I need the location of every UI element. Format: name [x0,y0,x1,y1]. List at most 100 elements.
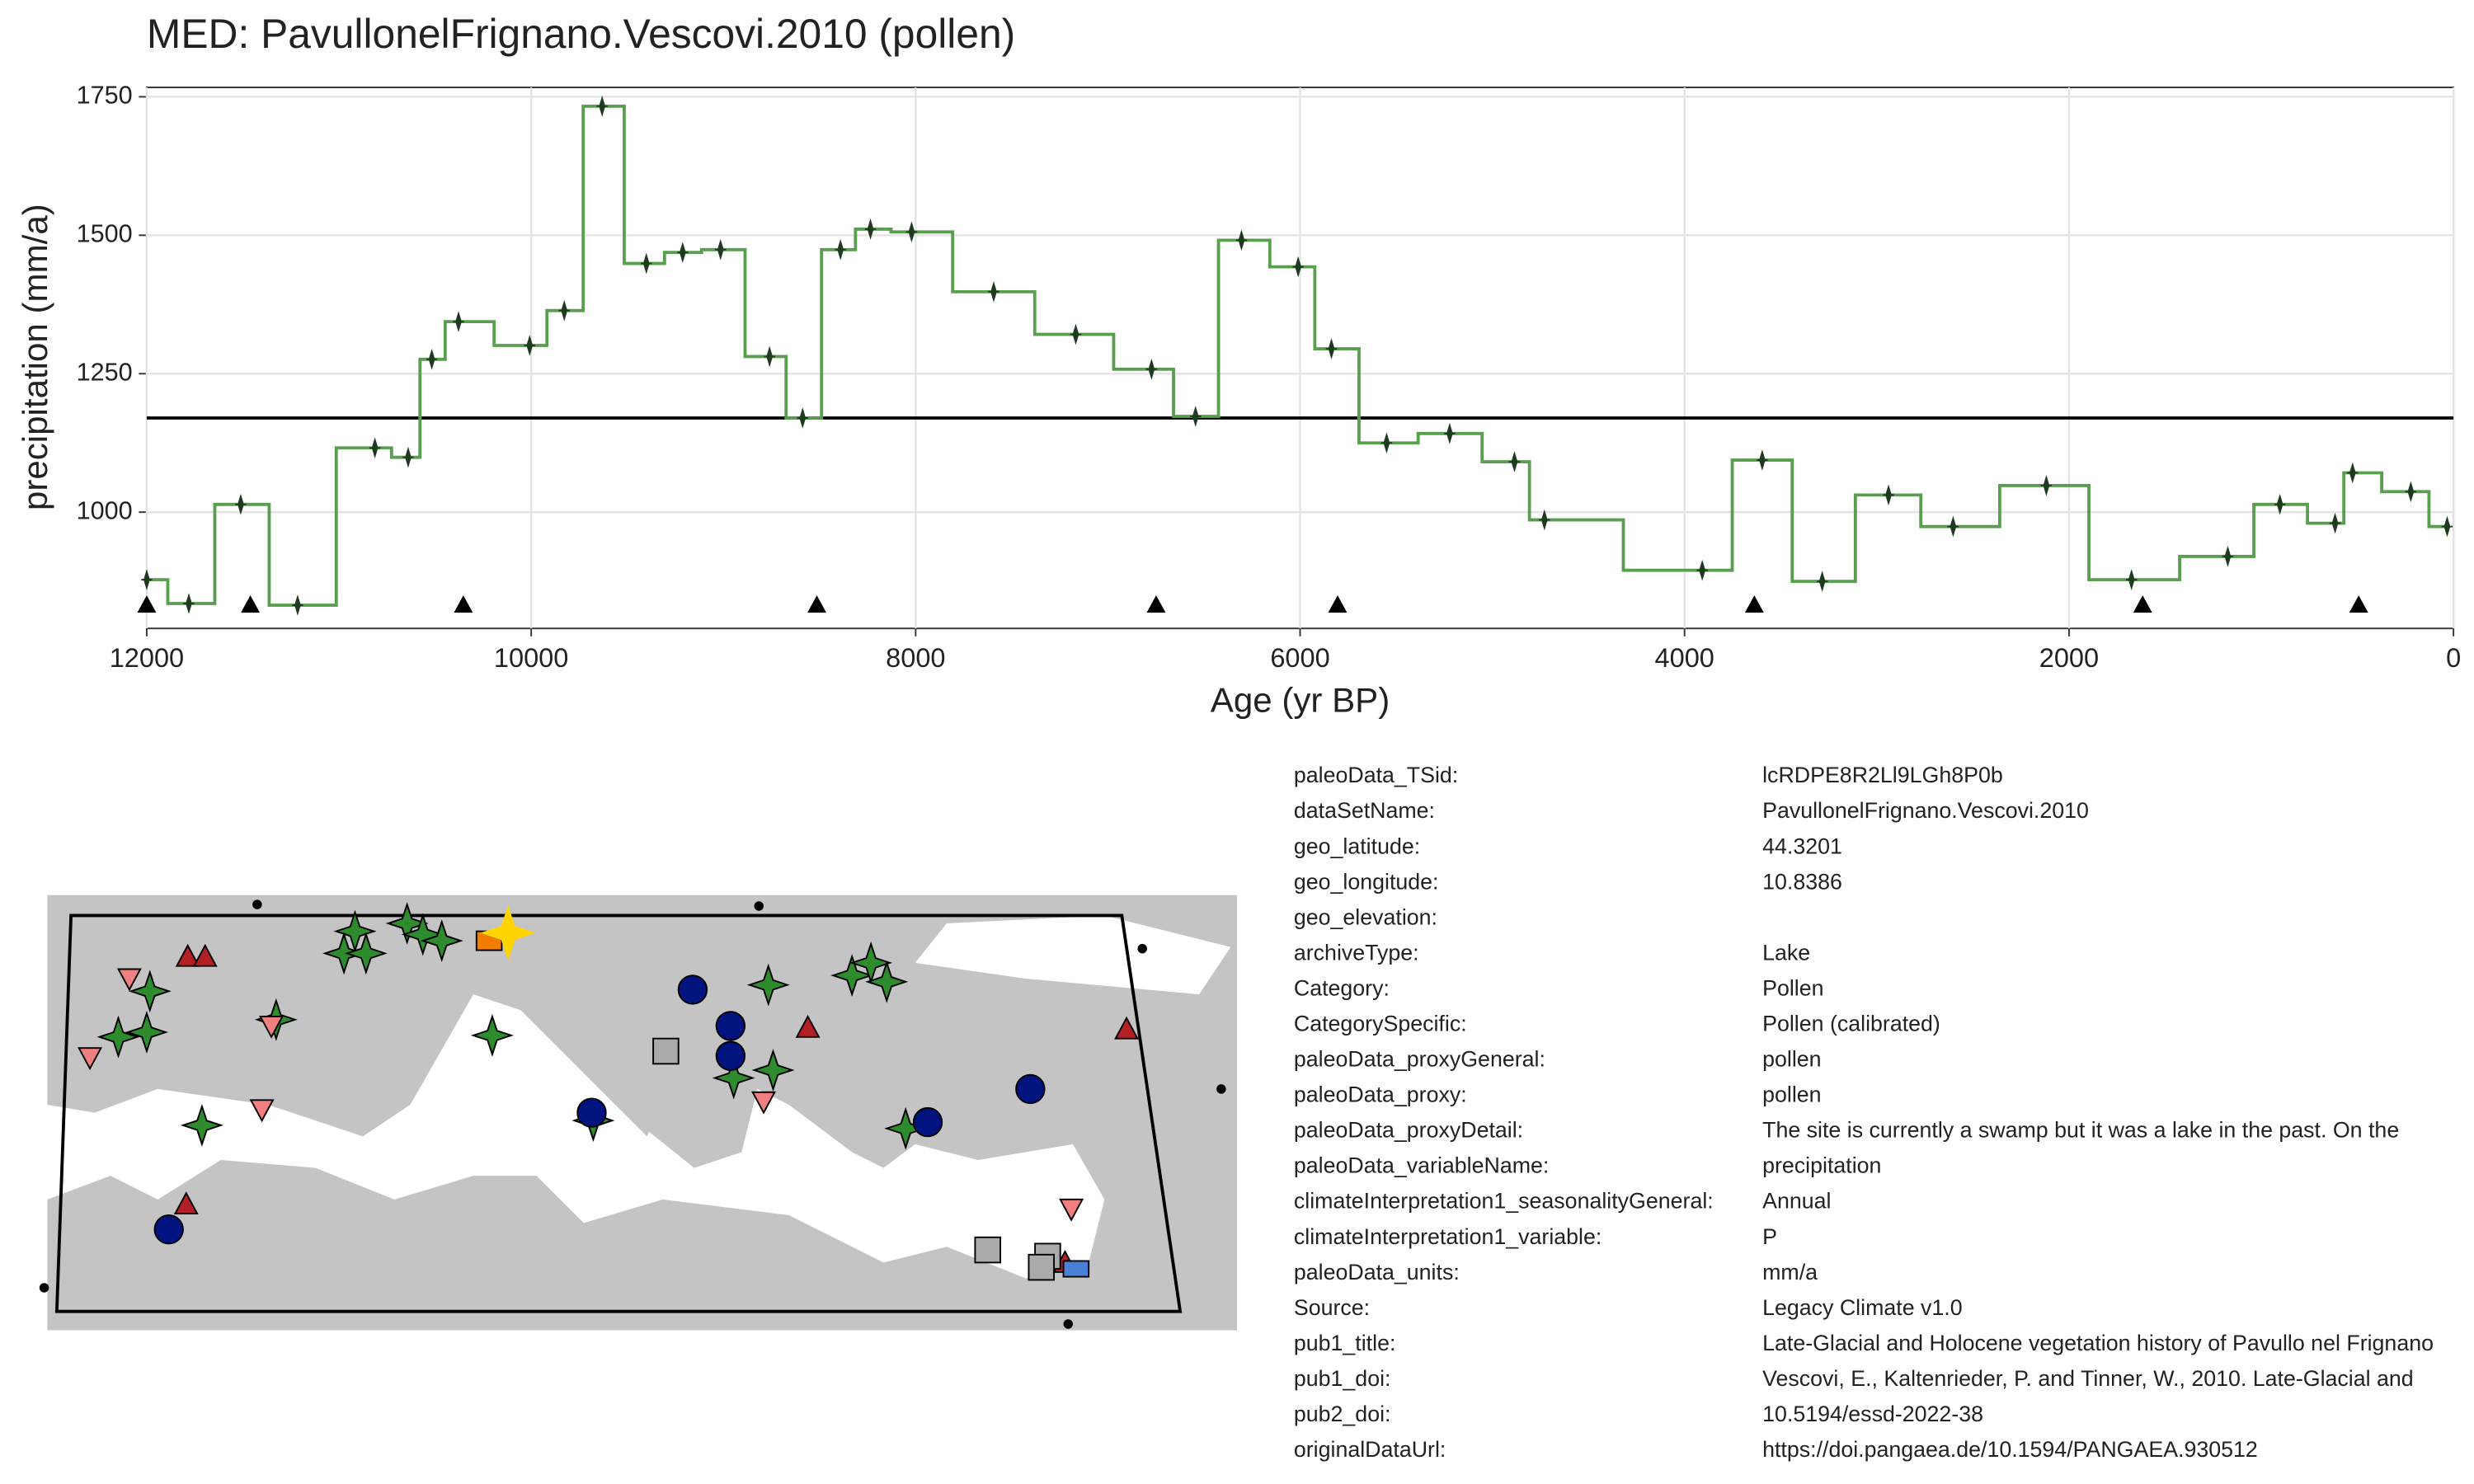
x-tick-label: 0 [2446,643,2461,673]
meta-value: Annual [1762,1189,1831,1214]
data-point [2222,546,2234,567]
meta-value: 44.3201 [1762,834,1842,858]
data-point [1444,422,1456,444]
x-axis-label: Age (yr BP) [1211,680,1390,719]
data-point [2274,493,2286,515]
data-point [235,493,247,515]
meta-value: Pollen (calibrated) [1762,1012,1940,1036]
site-star [751,1048,795,1092]
meta-value: P [1762,1224,1777,1249]
x-tick-label: 8000 [886,643,945,673]
meta-key: paleoData_proxyGeneral: [1294,1047,1545,1072]
site-star [712,1056,755,1100]
y-tick-label: 1750 [77,82,133,110]
site-square [652,1037,680,1065]
site-star [385,902,429,946]
meta-key: paleoData_proxyDetail: [1294,1118,1523,1143]
meta-key: geo_latitude: [1294,834,1420,858]
data-point [1190,406,1202,427]
data-point [292,594,303,616]
site-triangle [175,943,200,967]
meta-key: pub1_doi: [1294,1366,1391,1391]
y-axis-label: precipitation (mm/a) [16,204,54,510]
data-point [524,335,535,356]
meta-key: geo_longitude: [1294,869,1439,894]
age-marker [807,595,826,613]
data-point [641,252,652,275]
age-marker [241,595,261,613]
data-point [1325,338,1338,359]
meta-value: The site is currently a swamp but it was… [1762,1118,2399,1143]
y-tick-label: 1000 [77,496,133,524]
site-square [974,1236,1001,1264]
data-point [2441,515,2453,538]
meta-value: lcRDPE8R2Ll9LGh8P0b [1762,763,2003,787]
map-sea [47,994,1105,1279]
site-circle [715,1011,746,1041]
site-down-triangle [78,1047,103,1071]
map-italy [505,946,663,1137]
meta-value: 10.8386 [1762,869,1842,894]
data-point [1539,509,1550,531]
data-point [1145,358,1158,380]
map-frame [54,913,1183,1313]
age-marker [137,595,157,613]
meta-value: Vescovi, E., Kaltenrieder, P. and Tinner… [1762,1366,2414,1391]
data-point [835,238,846,261]
data-point [1947,515,1959,538]
data-point [426,348,438,370]
meta-key: CategorySpecific: [1294,1012,1467,1036]
site-down-triangle [249,1099,275,1123]
map-anatolia [852,1010,1200,1129]
site-star [420,919,463,963]
site-triangle [173,1191,199,1215]
meta-key: geo_elevation: [1294,904,1437,929]
site-triangle [1114,1016,1140,1040]
meta-value: PavullonelFrignano.Vescovi.2010 [1762,798,2089,823]
meta-value: https://doi.pangaea.de/10.1594/PANGAEA.9… [1762,1437,2258,1462]
x-tick-label: 4000 [1655,643,1714,673]
map-point [1137,943,1147,954]
map-black-sea [915,915,1231,995]
age-marker [1328,595,1348,613]
data-point [402,446,414,468]
meta-key: originalDataUrl: [1294,1437,1446,1462]
meta-value: pollen [1762,1047,1821,1072]
data-point [1380,432,1393,454]
site-triangle [795,1014,821,1038]
meta-key: pub1_title: [1294,1331,1396,1355]
data-point [2405,481,2417,503]
data-point [2329,512,2341,534]
meta-value: mm/a [1762,1260,1818,1284]
meta-value: Legacy Climate v1.0 [1762,1295,1963,1320]
site-circle [912,1106,943,1138]
data-point [2040,475,2053,496]
map-point [1063,1319,1074,1329]
age-marker [454,595,473,613]
site-star [401,913,444,956]
meta-key: Category: [1294,975,1390,1000]
data-point [1292,256,1304,278]
meta-value: Lake [1762,940,1810,965]
data-point [764,345,775,368]
site-star [746,963,790,1007]
meta-value: 10.5194/essd-2022-38 [1762,1402,1983,1426]
data-point [905,221,918,243]
data-point [596,95,608,117]
age-marker [1146,595,1166,613]
x-tick-label: 2000 [2039,643,2099,673]
data-point [1883,484,1894,506]
data-point [677,242,689,264]
data-point [183,593,195,614]
age-marker [1744,595,1764,613]
meta-key: pub2_doi: [1294,1402,1391,1426]
y-tick-label: 1500 [77,219,133,247]
x-tick-label: 10000 [494,643,568,673]
site-star [344,932,388,975]
data-point [1070,323,1082,345]
y-tick-label: 1250 [77,358,133,386]
meta-key: Source: [1294,1295,1370,1320]
map-point [1216,1084,1226,1094]
x-tick-label: 6000 [1270,643,1329,673]
